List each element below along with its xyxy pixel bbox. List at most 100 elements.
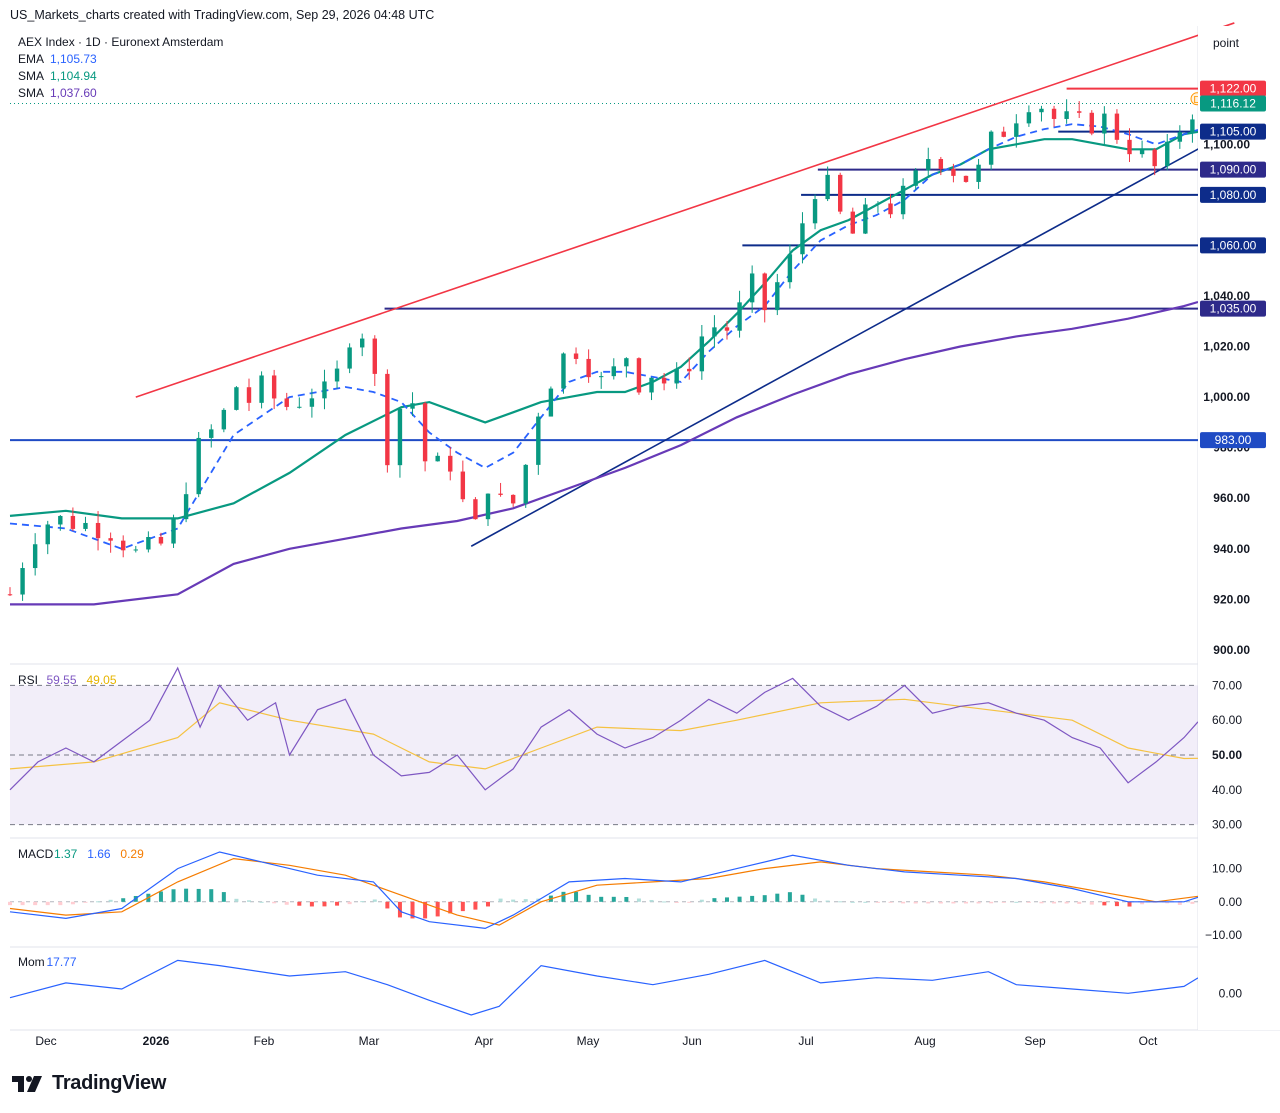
macd-histogram-bar (699, 899, 704, 902)
macd-histogram-bar (1165, 901, 1170, 904)
candle-body (724, 327, 730, 331)
time-tick-label: Jun (682, 1034, 701, 1048)
macd-histogram-bar (360, 901, 365, 903)
rsi-pane[interactable] (9, 666, 1199, 826)
macd-histogram-bar (599, 896, 604, 902)
level-badge-label: 1,122.00 (1210, 82, 1257, 96)
last-price-badge-bg (1200, 95, 1266, 112)
candle-body (888, 203, 893, 215)
candle-body (95, 522, 101, 539)
macd-histogram-bar (196, 888, 201, 902)
time-tick-label: Oct (1139, 1034, 1158, 1048)
candle-body (1001, 131, 1006, 137)
tradingview-logo-icon (12, 1075, 42, 1092)
candle-body (284, 398, 289, 407)
level-badge-bg (1200, 300, 1266, 317)
candle-body (624, 358, 629, 367)
ema-line (9, 123, 1199, 550)
candle-body (7, 594, 13, 596)
candle-body (951, 168, 956, 176)
candle-body (146, 536, 151, 550)
level-badge-label: 1,105.00 (1210, 125, 1257, 139)
macd-histogram-bar (963, 901, 968, 904)
pane-legend-value: 1.37 (54, 847, 78, 861)
candle-body (825, 174, 830, 200)
sma200-line (10, 300, 1199, 606)
ma-legend-name: SMA (18, 86, 44, 100)
macd-pane[interactable] (8, 851, 1199, 930)
price-tick-label: 920.00 (1213, 592, 1250, 606)
candle-body (1051, 108, 1057, 119)
macd-histogram-bar (259, 901, 264, 903)
macd-histogram-bar (901, 901, 906, 904)
macd-histogram-bar (611, 896, 616, 902)
price-tick-label: 1,020.00 (1203, 340, 1250, 354)
macd-histogram-bar (1140, 901, 1145, 905)
time-tick-label: May (577, 1034, 600, 1048)
price-pane[interactable]: D (7, 22, 1263, 606)
candle-body (322, 381, 327, 399)
macd-histogram-bar (58, 901, 63, 906)
price-axis[interactable]: 900.00920.00940.00960.00980.001,000.001,… (1198, 26, 1280, 1030)
candle-body (749, 273, 755, 303)
candle-body (687, 368, 692, 372)
macd-histogram-bar (574, 891, 579, 902)
candle-body (800, 223, 805, 255)
candle-body (674, 368, 679, 384)
candle-body (246, 387, 252, 403)
candle-body (83, 522, 88, 529)
rsi-tick-label: 30.00 (1212, 818, 1242, 832)
candle-body (649, 377, 654, 393)
macd-histogram-bar (662, 901, 667, 903)
macd-histogram-bar (1039, 901, 1044, 904)
trendline-lower-support (470, 113, 1263, 547)
rsi-tick-label: 70.00 (1212, 678, 1242, 692)
price-tick-label: 1,000.00 (1203, 390, 1250, 404)
candle-body (183, 494, 189, 520)
candle-body (435, 455, 440, 462)
time-axis[interactable]: Dec 2026 Feb Mar Apr May Jun Jul Aug Sep Oct (35, 1034, 1158, 1048)
momentum-line (9, 959, 1199, 1016)
level-badge-bg (1200, 186, 1266, 203)
pane-legend-label: MACD (18, 847, 54, 861)
macd-histogram-bar (45, 901, 50, 906)
candle-body (863, 204, 868, 234)
candle-body (988, 131, 994, 165)
trendline-upper-channel (135, 22, 1235, 398)
macd-histogram-bar (850, 901, 855, 903)
candle-body (498, 493, 503, 495)
candle-body (485, 493, 491, 520)
macd-histogram-bar (322, 901, 327, 907)
momentum-pane[interactable] (9, 959, 1199, 1016)
macd-histogram-bar (284, 901, 289, 905)
candle-body (448, 455, 453, 472)
macd-histogram-bar (863, 901, 868, 903)
candle-body (32, 544, 38, 569)
rsi-ma-line (9, 698, 1199, 770)
macd-histogram-bar (1177, 901, 1182, 905)
candle-body (599, 376, 604, 378)
pane-legend-value: 59.55 (47, 673, 77, 687)
candle-body (775, 282, 780, 311)
macd-histogram-bar (70, 901, 75, 905)
macd-histogram-bar (1127, 901, 1132, 907)
footer: TradingView (12, 1072, 166, 1095)
macd-histogram-bar (624, 896, 629, 902)
candle-body (963, 175, 969, 182)
macd-histogram-bar (498, 898, 503, 902)
ma-legend-value: 1,104.94 (50, 69, 97, 83)
candle-body (1102, 113, 1107, 134)
time-tick-label: Feb (254, 1034, 275, 1048)
macd-histogram-bar (750, 895, 755, 902)
macd-histogram-bar (938, 901, 943, 904)
macd-histogram-bar (385, 901, 390, 909)
ma-legend-value: 1,105.73 (50, 52, 97, 66)
time-tick-label: Aug (914, 1034, 935, 1048)
candle-body (926, 159, 931, 171)
candle-body (523, 464, 528, 504)
candle-body (1089, 112, 1094, 134)
candle-body (737, 302, 742, 331)
macd-histogram-bar (737, 896, 742, 902)
candle-body (20, 568, 25, 595)
